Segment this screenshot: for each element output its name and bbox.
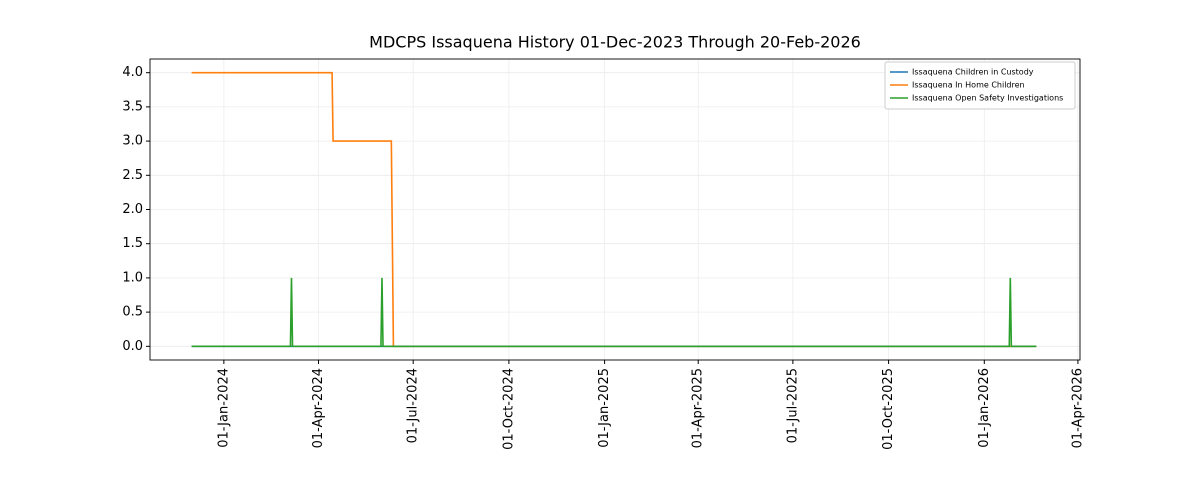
x-tick-label: 01-Jul-2024 — [406, 368, 421, 443]
y-tick-label: 0.0 — [122, 339, 143, 354]
legend-box — [884, 61, 1076, 110]
x-tick-label: 01-Jan-2025 — [597, 368, 612, 448]
x-tick-label: 01-Apr-2025 — [691, 368, 706, 448]
x-tick-label: 01-Apr-2026 — [1070, 368, 1085, 448]
y-tick-label: 3.5 — [122, 99, 143, 114]
legend-label: Issaquena In Home Children — [912, 81, 1025, 90]
chart-title: MDCPS Issaquena History 01-Dec-2023 Thro… — [369, 33, 861, 52]
x-tick-label: 01-Oct-2024 — [501, 368, 516, 450]
series-line — [191, 277, 1037, 348]
y-tick-label: 1.5 — [122, 236, 143, 251]
y-tick-label: 2.5 — [122, 168, 143, 183]
y-tick-label: 1.0 — [122, 270, 143, 285]
x-tick-label: 01-Jul-2025 — [785, 368, 800, 443]
plot-frame — [149, 58, 1081, 361]
legend: Issaquena Children in Custody Issaquena I… — [884, 61, 1076, 110]
x-tick-label: 01-Jan-2024 — [216, 368, 231, 448]
y-tick-label: 4.0 — [122, 65, 143, 80]
y-tick-label: 2.0 — [122, 202, 143, 217]
legend-label: Issaquena Children in Custody — [912, 68, 1034, 77]
x-tick-label: 01-Jan-2026 — [977, 368, 992, 448]
legend-label: Issaquena Open Safety Investigations — [912, 94, 1063, 103]
x-tick-label: 01-Oct-2025 — [881, 368, 896, 450]
y-tick-label: 3.0 — [122, 134, 143, 149]
y-tick-label: 0.5 — [122, 305, 143, 320]
x-tick-label: 01-Apr-2024 — [311, 368, 326, 448]
